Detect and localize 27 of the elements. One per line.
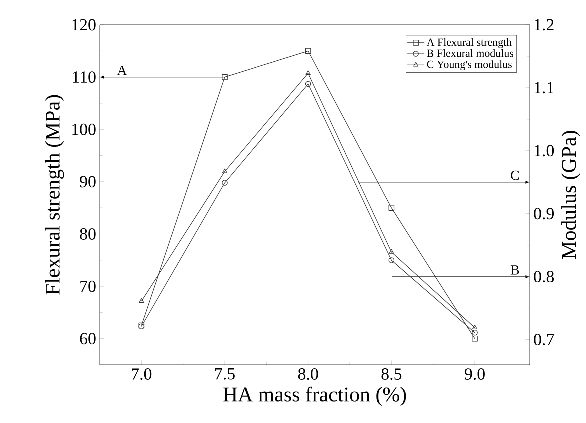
x-tick-label: 9.0 bbox=[464, 368, 485, 380]
y2-tick-label: 0.9 bbox=[534, 208, 554, 220]
annotation: A bbox=[117, 66, 128, 76]
y-tick-label: 120 bbox=[72, 19, 96, 31]
annotation: C bbox=[511, 170, 520, 180]
y-tick-label: 100 bbox=[72, 124, 96, 136]
y2-tick-label: 1.2 bbox=[535, 19, 554, 31]
y2-tick-label: 0.7 bbox=[534, 334, 554, 346]
y-tick-label: 90 bbox=[80, 176, 96, 188]
x-tick-label: 7.5 bbox=[216, 368, 235, 380]
legend-label: B Flexural modulus bbox=[427, 49, 514, 58]
y-axis-title: Flexural strength (MPa) bbox=[45, 95, 64, 295]
x-tick-label: 8.5 bbox=[382, 368, 402, 380]
legend-label: C Young's modulus bbox=[427, 60, 512, 71]
y2-axis-title: Modulus (GPa) bbox=[562, 131, 581, 260]
annotation: B bbox=[510, 266, 520, 275]
x-tick-label: 7.0 bbox=[132, 368, 152, 380]
y-tick-label: 70 bbox=[80, 280, 96, 292]
legend-label: A Flexural strength bbox=[426, 38, 512, 48]
y-tick-label: 80 bbox=[80, 228, 96, 240]
y-tick-label: 60 bbox=[80, 333, 96, 345]
y2-tick-label: 1.1 bbox=[535, 82, 554, 94]
y-tick-label: 110 bbox=[73, 72, 96, 84]
y2-tick-label: 1.0 bbox=[535, 145, 554, 157]
y2-tick-label: 0.8 bbox=[534, 271, 554, 283]
x-tick-label: 8.0 bbox=[298, 368, 318, 380]
x-axis-title: HA mass fraction (%) bbox=[224, 386, 406, 406]
